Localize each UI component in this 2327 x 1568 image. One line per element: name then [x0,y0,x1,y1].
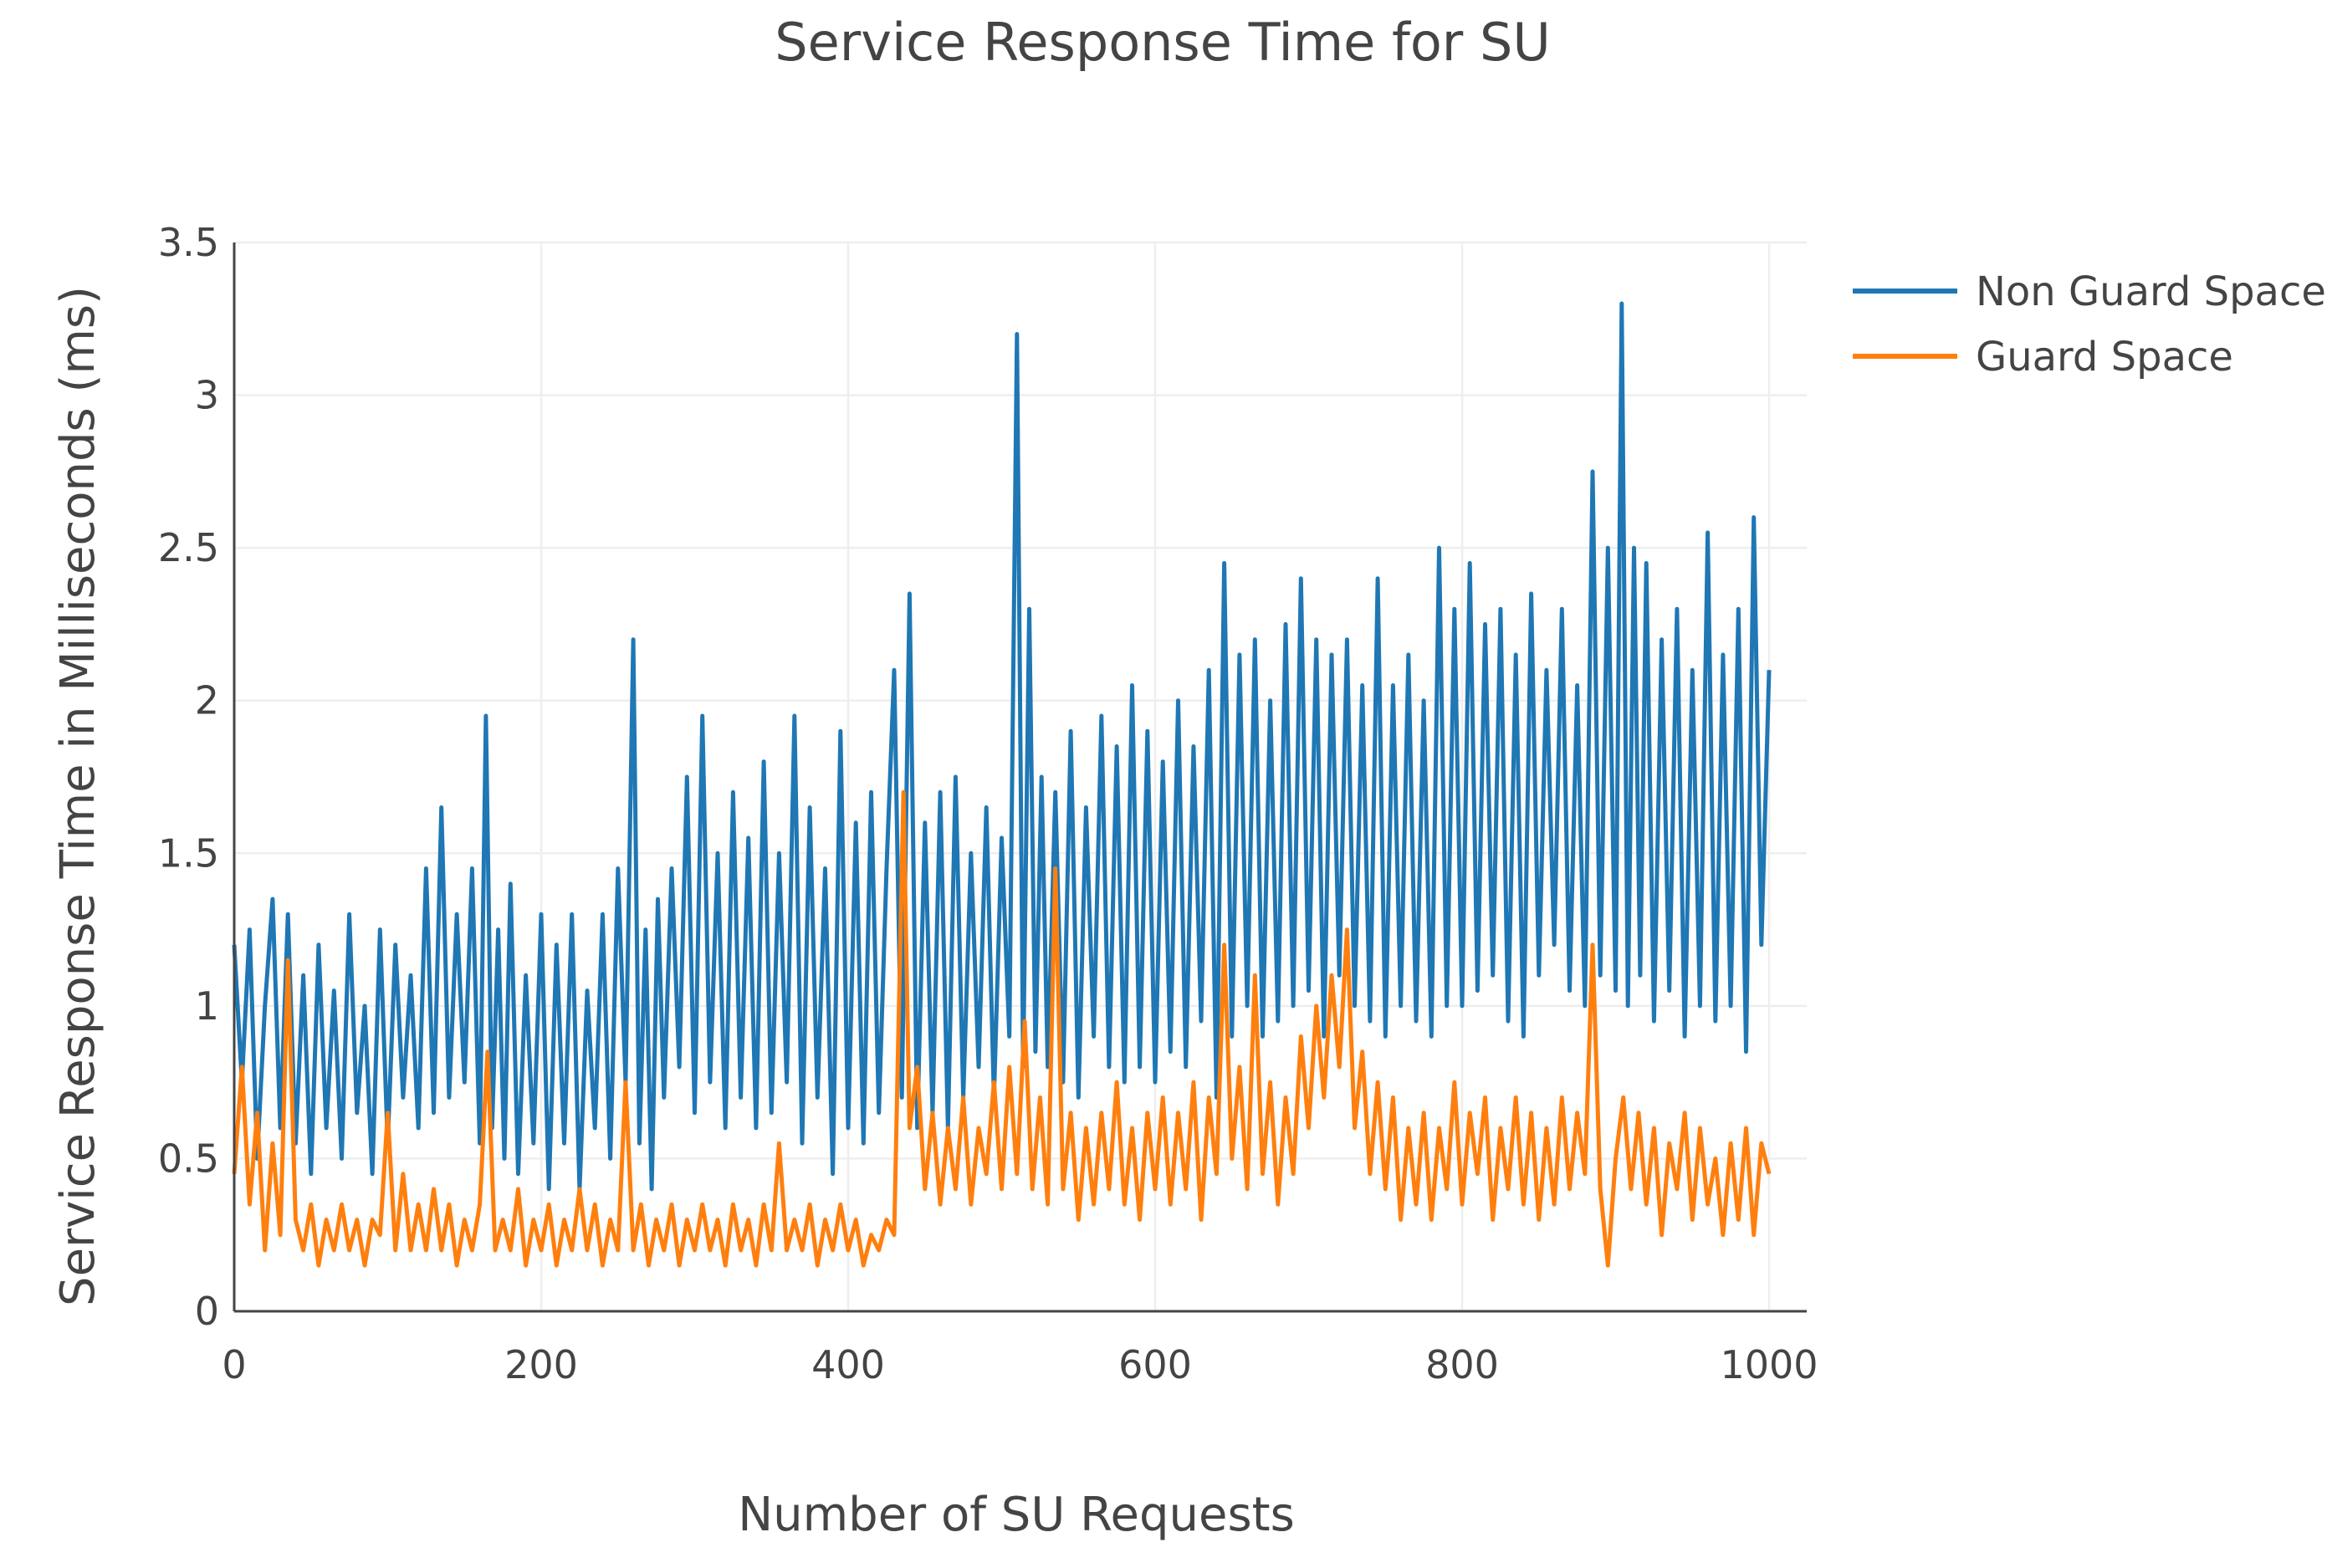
x-axis-title: Number of SU Requests [738,1488,1295,1542]
chart-title: Service Response Time for SU [775,12,1550,73]
y-axis-title: Service Response Time in Milliseconds (m… [51,286,105,1306]
legend-label: Guard Space [1976,334,2233,381]
series-line-guard-space [232,789,1772,1268]
x-tick-label: 800 [1425,1342,1499,1387]
y-tick-label: 0.5 [158,1136,219,1181]
x-tick-label: 600 [1118,1342,1192,1387]
x-gridlines [540,243,1771,1311]
y-tick-labels: 0 0.5 1 1.5 2 2.5 3 3.5 [158,220,219,1334]
y-tick-label: 3.5 [158,220,219,265]
y-tick-label: 1 [195,983,219,1029]
series-line-non-guard-space [232,301,1772,1192]
y-tick-label: 0 [195,1289,219,1334]
y-tick-label: 1.5 [158,830,219,876]
y-tick-label: 2.5 [158,525,219,570]
x-tick-labels: 0 200 400 600 800 1000 [222,1342,1818,1387]
legend: Non Guard Space Guard Space [1853,268,2326,381]
x-tick-label: 400 [811,1342,885,1387]
x-tick-label: 200 [504,1342,578,1387]
y-tick-label: 3 [195,373,219,418]
series-layer [232,301,1772,1268]
x-tick-label: 0 [222,1342,246,1387]
x-tick-label: 1000 [1720,1342,1818,1387]
legend-label: Non Guard Space [1976,268,2326,315]
y-tick-label: 2 [195,678,219,723]
